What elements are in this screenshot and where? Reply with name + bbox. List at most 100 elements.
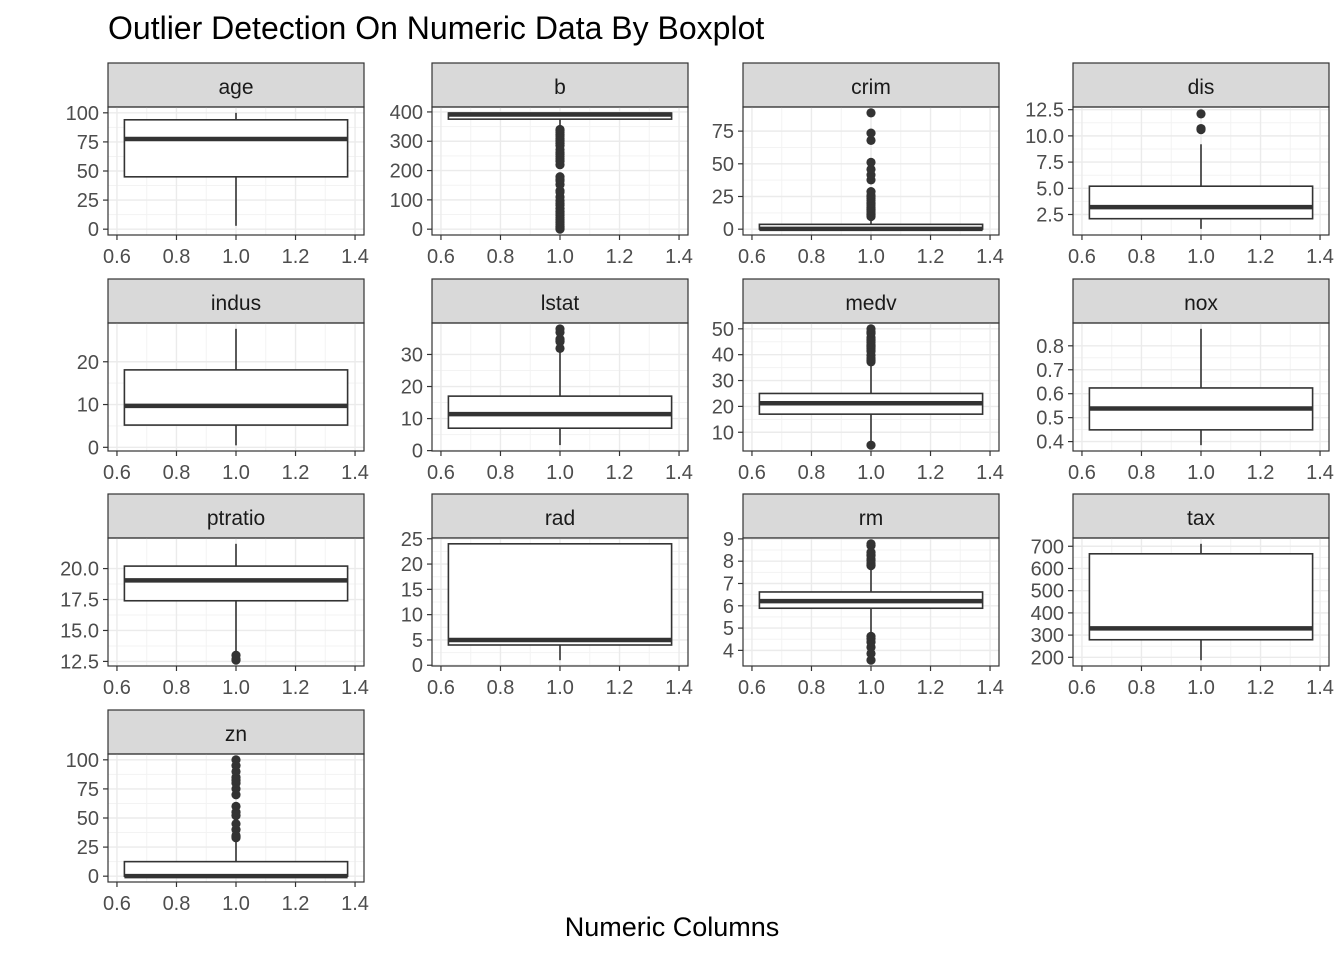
x-tick-label: 1.0: [857, 246, 885, 268]
x-tick-label: 0.6: [738, 246, 766, 268]
y-tick-label: 600: [1031, 558, 1064, 580]
y-tick-label: 100: [390, 190, 423, 212]
x-tick-label: 0.6: [103, 893, 131, 915]
y-tick-label: 0.5: [1036, 408, 1064, 430]
y-tick-label: 15: [401, 579, 423, 601]
outlier-point: [231, 801, 241, 811]
facet-strip: [431, 62, 689, 108]
facet-rad: rad 0 5 10 15 20 25 0.6 0.8 1.0 1.2 1.4: [401, 493, 693, 699]
facet-crim: crim 0 25 50 75 0.6 0.8 1.0 1.2 1.4: [712, 62, 1004, 268]
x-tick-label: 0.8: [1128, 462, 1156, 484]
x-tick-label: 1.2: [282, 462, 310, 484]
x-tick-label: 1.4: [976, 462, 1004, 484]
x-tick-label: 1.0: [222, 462, 250, 484]
x-tick-label: 0.8: [163, 462, 191, 484]
y-tick-label: 10: [401, 605, 423, 627]
facet-strip: [1072, 62, 1330, 108]
y-tick-label: 5: [723, 618, 734, 640]
y-tick-label: 25: [77, 837, 99, 859]
y-tick-label: 20: [77, 352, 99, 374]
outlier-point: [866, 187, 876, 197]
x-tick-label: 1.0: [222, 893, 250, 915]
facet-strip-label: crim: [851, 76, 891, 99]
y-tick-label: 75: [77, 779, 99, 801]
y-tick-label: 10.0: [1025, 126, 1064, 148]
x-tick-label: 1.0: [546, 246, 574, 268]
x-tick-label: 1.2: [917, 246, 945, 268]
facet-strip: [431, 278, 689, 324]
facet-strip-label: rm: [859, 507, 884, 530]
x-tick-label: 0.6: [427, 677, 455, 699]
facet-strip: [107, 278, 365, 324]
outlier-point: [866, 157, 876, 167]
y-tick-label: 12.5: [1025, 100, 1064, 122]
outlier-point: [231, 755, 241, 765]
x-tick-label: 1.4: [1306, 462, 1334, 484]
outlier-point: [555, 334, 565, 344]
x-tick-label: 1.0: [222, 677, 250, 699]
facet-strip-label: tax: [1187, 507, 1216, 530]
y-tick-label: 50: [77, 808, 99, 830]
y-tick-label: 0.4: [1036, 432, 1064, 454]
x-tick-label: 0.6: [1068, 677, 1096, 699]
x-tick-label: 1.2: [282, 246, 310, 268]
x-tick-label: 0.6: [427, 462, 455, 484]
x-tick-label: 0.8: [163, 677, 191, 699]
x-tick-label: 1.2: [917, 677, 945, 699]
y-tick-label: 0: [412, 441, 423, 463]
y-tick-label: 4: [723, 640, 734, 662]
outlier-point: [866, 128, 876, 138]
outlier-point: [1196, 123, 1206, 134]
facet-zn: zn 0 25 50 75 100 0.6 0.8 1.0 1.2 1.4: [66, 709, 369, 915]
y-tick-label: 20: [712, 396, 734, 418]
y-tick-label: 500: [1031, 581, 1064, 603]
x-tick-label: 0.8: [798, 677, 826, 699]
facet-strip-label: ptratio: [207, 507, 265, 530]
outlier-point: [866, 547, 876, 557]
y-tick-label: 30: [712, 371, 734, 393]
x-tick-label: 0.8: [487, 462, 515, 484]
facet-strip-label: dis: [1188, 76, 1215, 99]
y-tick-label: 2.5: [1036, 205, 1064, 227]
x-tick-label: 1.2: [282, 893, 310, 915]
x-tick-label: 1.4: [665, 677, 693, 699]
x-tick-label: 0.8: [163, 893, 191, 915]
outlier-point: [555, 172, 565, 182]
y-tick-label: 0: [88, 437, 99, 459]
facet-strip: [431, 493, 689, 539]
y-tick-label: 25: [712, 186, 734, 208]
x-tick-label: 1.2: [606, 246, 634, 268]
x-tick-label: 0.8: [1128, 677, 1156, 699]
x-tick-label: 1.2: [917, 462, 945, 484]
y-tick-label: 400: [1031, 603, 1064, 625]
y-tick-label: 30: [401, 344, 423, 366]
y-tick-label: 25: [77, 190, 99, 212]
y-tick-label: 6: [723, 596, 734, 618]
y-tick-label: 20: [401, 554, 423, 576]
outlier-point: [555, 343, 565, 353]
x-tick-label: 1.0: [1187, 462, 1215, 484]
y-tick-label: 200: [1031, 647, 1064, 669]
x-tick-label: 1.4: [976, 246, 1004, 268]
y-tick-label: 400: [390, 102, 423, 124]
y-tick-label: 9: [723, 529, 734, 551]
x-tick-label: 1.2: [1247, 462, 1275, 484]
outlier-point: [866, 539, 876, 549]
outlier-point: [555, 324, 565, 334]
y-tick-label: 20: [401, 377, 423, 399]
facet-strip-label: b: [554, 76, 566, 99]
y-tick-label: 0.6: [1036, 384, 1064, 406]
x-tick-label: 1.4: [341, 893, 369, 915]
y-tick-label: 40: [712, 345, 734, 367]
y-tick-label: 7: [723, 573, 734, 595]
x-tick-label: 0.6: [103, 462, 131, 484]
x-tick-label: 0.8: [798, 462, 826, 484]
outlier-point: [866, 324, 876, 334]
y-tick-label: 100: [66, 103, 99, 125]
x-tick-label: 1.4: [665, 462, 693, 484]
facet-strip-label: indus: [211, 292, 261, 315]
x-tick-label: 1.0: [1187, 677, 1215, 699]
x-tick-label: 1.0: [546, 462, 574, 484]
